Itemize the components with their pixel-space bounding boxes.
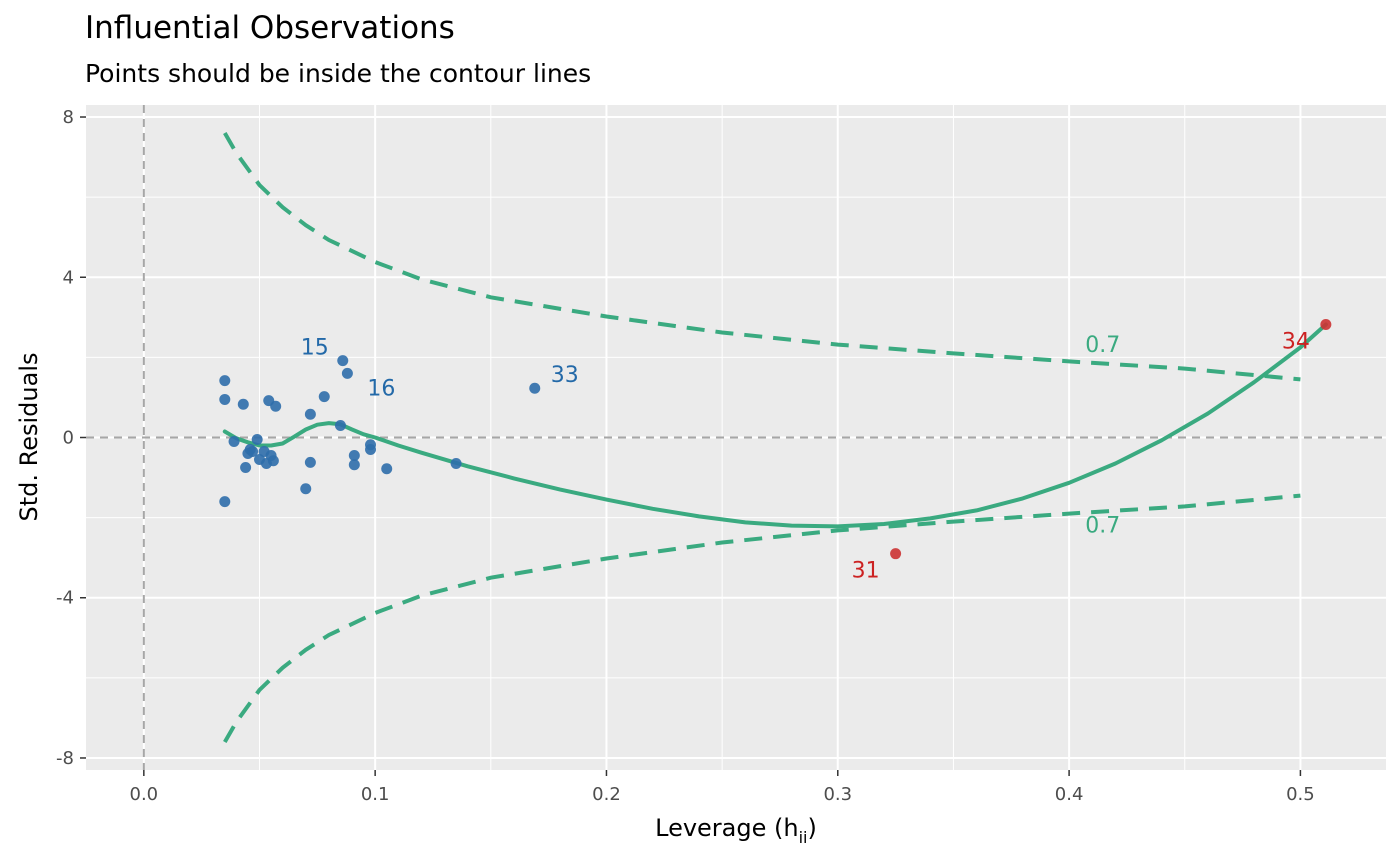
data-point <box>304 456 316 468</box>
x-tick-label: 0.2 <box>592 784 621 805</box>
y-tick-label: 4 <box>63 267 74 288</box>
point-label: 33 <box>551 363 579 388</box>
x-axis-title-end: ) <box>807 814 816 842</box>
contour-line-lower <box>223 493 1301 743</box>
data-point <box>267 455 279 467</box>
data-point <box>318 391 330 403</box>
chart-subtitle: Points should be inside the contour line… <box>85 59 591 88</box>
x-axis-ticks: 0.0 0.1 0.2 0.3 0.4 0.5 <box>130 770 1315 805</box>
data-point <box>337 355 349 367</box>
y-axis-ticks: -8 -4 0 4 8 <box>56 107 86 769</box>
data-point <box>219 393 231 405</box>
x-tick-label: 0.5 <box>1286 784 1315 805</box>
influential-point <box>1320 319 1332 331</box>
x-axis-title-subscript: ii <box>799 828 808 847</box>
data-point <box>219 496 231 508</box>
points-layer <box>219 319 1332 560</box>
chart-title: Influential Observations <box>85 10 455 46</box>
x-tick-label: 0.4 <box>1055 784 1084 805</box>
data-point <box>219 375 231 387</box>
x-tick-label: 0.0 <box>130 784 159 805</box>
data-point <box>240 462 252 474</box>
data-point <box>237 398 249 410</box>
data-point <box>270 400 282 412</box>
contour-lines <box>223 132 1301 743</box>
y-axis-title: Std. Residuals <box>15 353 43 522</box>
data-point <box>450 458 462 470</box>
data-point <box>529 382 541 394</box>
influential-point-label: 34 <box>1282 330 1310 355</box>
y-tick-label: 0 <box>63 428 74 449</box>
contour-labels-layer: 0.7 0.7 <box>1085 333 1120 538</box>
y-tick-label: -4 <box>56 588 74 609</box>
data-point <box>228 436 240 448</box>
influential-point-label: 31 <box>852 559 880 584</box>
data-point <box>251 434 263 446</box>
data-point <box>334 419 346 431</box>
contour-line-upper <box>223 132 1301 382</box>
data-point <box>247 446 259 458</box>
data-point <box>300 483 312 495</box>
x-tick-label: 0.1 <box>361 784 390 805</box>
data-point <box>381 463 393 475</box>
contour-label: 0.7 <box>1085 333 1120 358</box>
data-point <box>341 367 353 379</box>
smooth-line <box>222 322 1328 529</box>
contour-label: 0.7 <box>1085 513 1120 538</box>
x-axis-title: Leverage (hii) <box>655 814 817 847</box>
point-label: 16 <box>367 376 395 401</box>
data-point <box>304 408 316 420</box>
point-labels-layer: 15 16 33 31 34 <box>301 330 1310 584</box>
influential-point <box>890 548 902 560</box>
y-tick-label: -8 <box>56 748 74 769</box>
x-tick-label: 0.3 <box>823 784 852 805</box>
x-axis-title-main: Leverage (h <box>655 814 798 842</box>
data-point <box>348 459 360 471</box>
point-label: 15 <box>301 336 329 361</box>
smooth-line-layer <box>222 322 1328 529</box>
data-point <box>348 450 360 462</box>
data-point <box>365 444 377 456</box>
y-tick-label: 8 <box>63 107 74 128</box>
